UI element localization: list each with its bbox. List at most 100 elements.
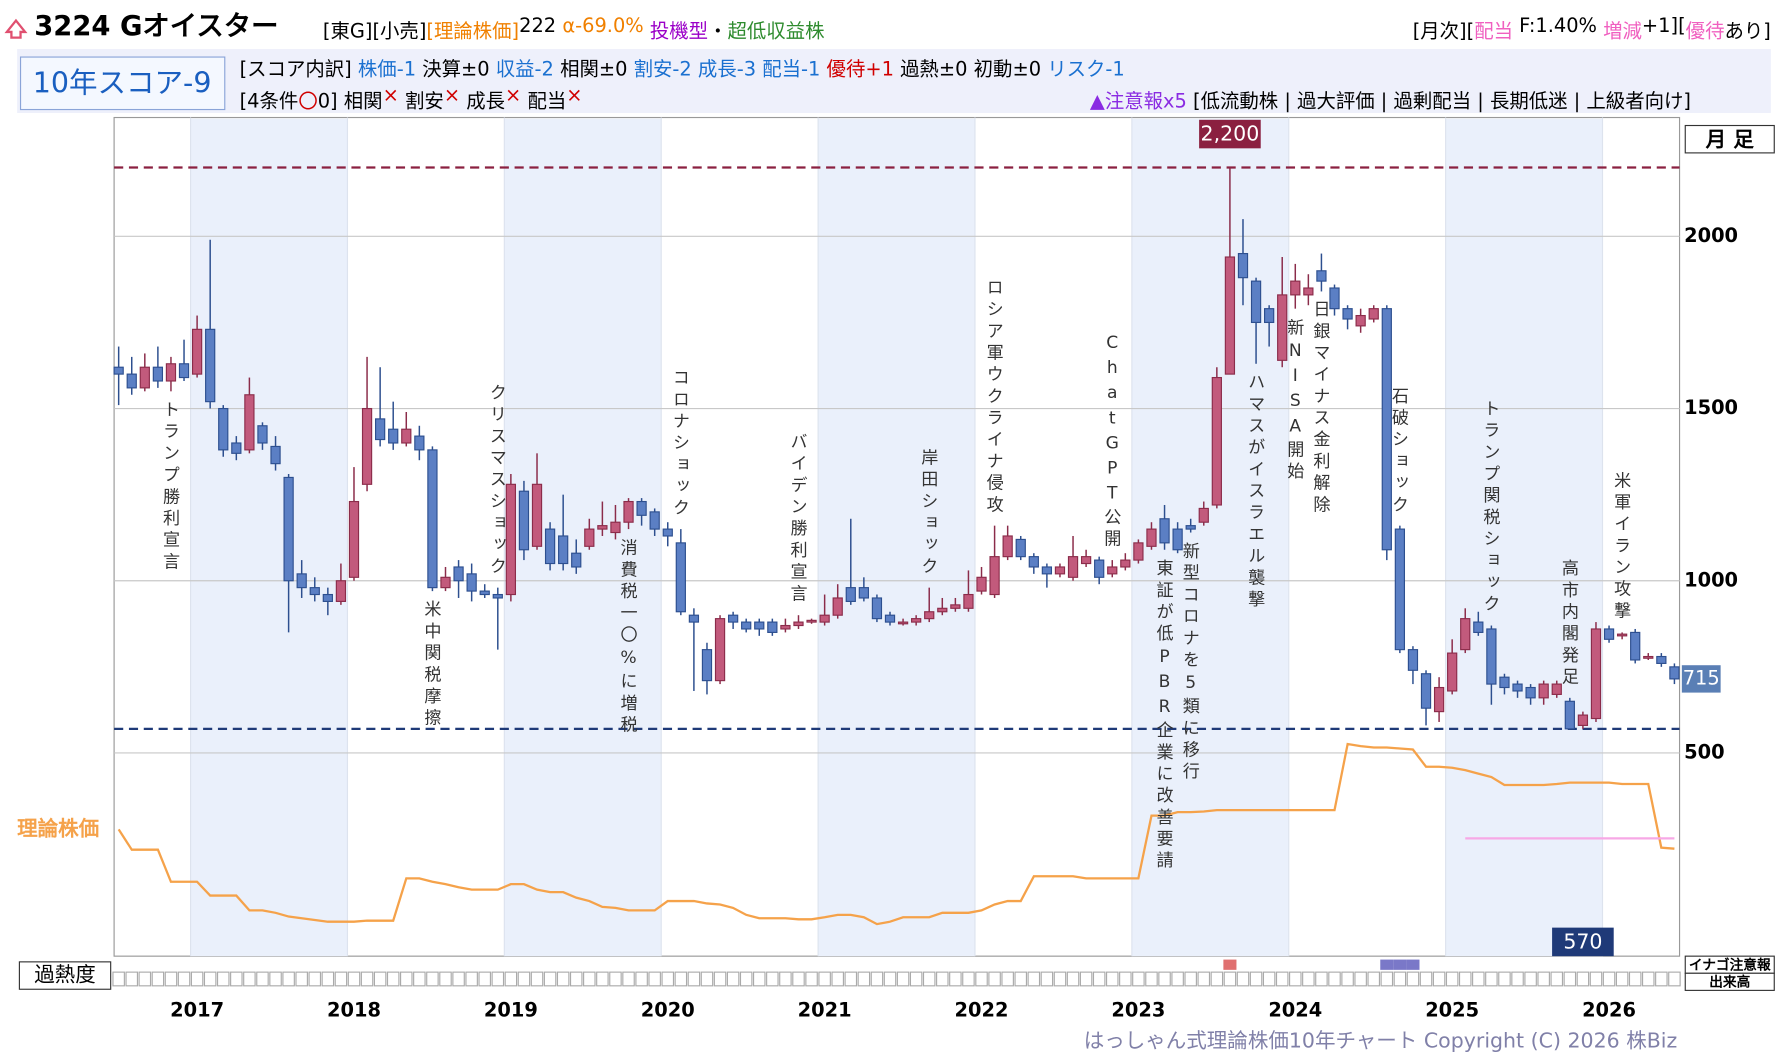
overheat-cell — [739, 971, 753, 987]
event-annotation: 石破ショック — [1389, 386, 1411, 517]
candle-body — [610, 521, 621, 534]
overheat-cell — [269, 971, 282, 987]
overheat-cell — [805, 971, 818, 987]
x-tick-label: 2021 — [798, 998, 852, 1021]
header-text: 配当 — [1474, 20, 1514, 44]
candle-body — [1551, 683, 1562, 695]
header-text: 成長-3 — [697, 58, 763, 82]
overheat-cell — [1563, 971, 1577, 987]
overheat-cell — [452, 971, 465, 987]
candle-body — [322, 593, 333, 602]
candle-body — [1420, 673, 1432, 709]
event-annotation: バイデン勝利宣言 — [788, 432, 809, 607]
overheat-cell — [661, 971, 675, 987]
header-line1-left: [東G][小売] [理論株価] 222 α-69.0% 投機型・超低収益株 — [323, 15, 825, 44]
overheat-cell — [1550, 971, 1564, 987]
overheat-cell — [1210, 971, 1224, 987]
candle-body — [296, 573, 307, 589]
overheat-cell — [713, 971, 727, 987]
overheat-cell — [674, 971, 688, 987]
candle-body — [754, 621, 765, 630]
header-text: 収益-2 — [495, 58, 561, 82]
candle-body — [1015, 538, 1026, 558]
candle-body — [636, 500, 647, 516]
candle-body — [414, 435, 425, 451]
header-text: +1][ — [1641, 14, 1686, 38]
candle-body — [1107, 566, 1118, 575]
x-tick-label: 2026 — [1582, 998, 1636, 1021]
overheat-cell — [1001, 971, 1014, 987]
candle-body — [1028, 556, 1039, 568]
candle-body — [688, 614, 700, 623]
candle-body — [1525, 686, 1536, 699]
overheat-cell — [831, 971, 844, 987]
side-label: 出来高 — [1709, 973, 1750, 990]
header-text: 株価-1 — [357, 58, 423, 82]
candle-body — [1447, 652, 1458, 692]
overheat-cell — [1092, 971, 1106, 987]
candle-body — [492, 593, 503, 599]
header-text: 過熱±0 — [900, 58, 974, 82]
copyright: はっしゃん式理論株価10年チャート Copyright (C) 2026 株Bi… — [1084, 1029, 1678, 1053]
overheat-cell — [949, 971, 962, 987]
overheat-cell — [360, 971, 374, 987]
header-text: 割安 — [398, 90, 444, 113]
candle-body — [544, 528, 556, 565]
year-band — [504, 118, 662, 957]
candle-body — [1146, 528, 1157, 547]
overheat-cell — [1236, 971, 1250, 987]
overheat-cell — [1302, 971, 1315, 987]
year-band — [1445, 118, 1603, 957]
event-annotation: 東証が低PBR企業に改善要請 — [1154, 558, 1175, 873]
candle-body — [1590, 628, 1602, 720]
candle-body — [727, 614, 739, 623]
overheat-cell — [622, 971, 635, 987]
candle-body — [1512, 683, 1523, 692]
candle-body — [1499, 676, 1510, 689]
candle-body — [1067, 556, 1079, 578]
overheat-cell — [883, 971, 897, 987]
header-text: × — [566, 84, 583, 108]
overheat-cell — [1655, 971, 1668, 987]
overheat-cell — [125, 971, 139, 987]
overheat-cell — [1315, 971, 1328, 987]
conditions: [4条件〇 0] 相関 × 割安 × 成長 × 配当 × — [240, 84, 583, 113]
overheat-cell — [230, 971, 243, 987]
candle-body — [924, 611, 935, 620]
candle-body — [178, 363, 190, 379]
event-annotation: クリスマスショック — [487, 383, 509, 579]
event-annotation: ロシア軍ウクライナ侵攻 — [984, 278, 1005, 517]
candle-body — [1355, 314, 1366, 327]
overheat-cell — [1393, 971, 1407, 987]
candle-body — [897, 621, 909, 625]
header-band — [17, 49, 1771, 113]
overheat-cell — [151, 971, 165, 987]
overheat-cell — [373, 971, 387, 987]
header-text: ・ — [708, 20, 728, 44]
header-text: 優待 — [1685, 20, 1725, 44]
candle-body — [1264, 308, 1275, 324]
overheat-cell — [648, 971, 661, 987]
candle-body — [1538, 683, 1549, 699]
candle-body — [1290, 280, 1301, 296]
overheat-cell — [975, 971, 988, 987]
candle-body — [283, 476, 294, 582]
event-annotation: 新NISA開始 — [1285, 317, 1306, 484]
candle-body — [858, 587, 869, 599]
overheat-cell — [386, 971, 400, 987]
score-breakdown: [スコア内訳] 株価-1 決算±0 収益-2 相関±0 割安-2 成長-3 配当… — [240, 52, 1125, 81]
overheat-cell — [1171, 971, 1184, 987]
candle-body — [1054, 566, 1066, 575]
overheat-cell — [1249, 971, 1263, 987]
header-text: α-69.0% — [562, 14, 650, 38]
overheat-cell — [922, 971, 936, 987]
candle-body — [597, 525, 608, 530]
overheat-cell — [1027, 971, 1041, 987]
candle-body — [1564, 700, 1575, 730]
candle-body — [1473, 621, 1484, 633]
overheat-cell — [844, 971, 858, 987]
header-text: 〇 — [298, 90, 318, 113]
candle-body — [479, 590, 490, 596]
candle-body — [139, 366, 150, 389]
overheat-cell — [1262, 971, 1276, 987]
